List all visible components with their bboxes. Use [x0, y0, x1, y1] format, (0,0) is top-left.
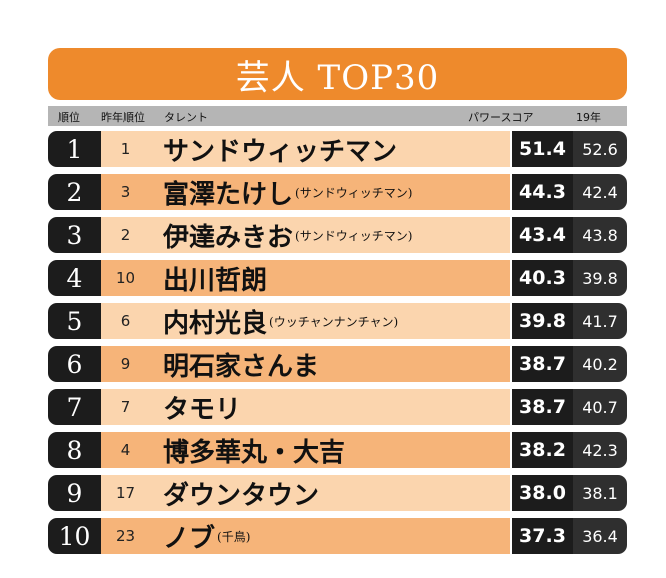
prev-rank-cell: 7 [101, 389, 150, 425]
rank-cell: 10 [48, 518, 101, 554]
rank-cell: 4 [48, 260, 101, 296]
table-row: 7 7 タモリ 38.7 40.7 [48, 389, 627, 425]
prev-score-cell: 43.8 [573, 217, 627, 253]
table-header: 順位 昨年順位 タレント パワースコア 19年 [48, 106, 627, 126]
rank-cell: 6 [48, 346, 101, 382]
talent-cell: ダウンタウン [150, 475, 510, 511]
talent-name: 出川哲朗 [163, 265, 268, 296]
table-row: 1 1 サンドウィッチマン 51.4 52.6 [48, 131, 627, 167]
rank-cell: 5 [48, 303, 101, 339]
talent-name: タモリ [163, 394, 242, 425]
prev-score-cell: 42.3 [573, 432, 627, 468]
table-row: 2 3 富澤たけし (サンドウィッチマン) 44.3 42.4 [48, 174, 627, 210]
talent-cell: 富澤たけし (サンドウィッチマン) [150, 174, 510, 210]
talent-cell: 出川哲朗 [150, 260, 510, 296]
table-row: 5 6 内村光良 (ウッチャンナンチャン) 39.8 41.7 [48, 303, 627, 339]
power-score-cell: 43.4 [512, 217, 573, 253]
talent-cell: サンドウィッチマン [150, 131, 510, 167]
prev-rank-cell: 6 [101, 303, 150, 339]
table-row: 3 2 伊達みきお (サンドウィッチマン) 43.4 43.8 [48, 217, 627, 253]
prev-rank-cell: 4 [101, 432, 150, 468]
prev-score-cell: 41.7 [573, 303, 627, 339]
prev-rank-cell: 1 [101, 131, 150, 167]
prev-rank-cell: 2 [101, 217, 150, 253]
talent-name: 伊達みきお [163, 222, 294, 253]
power-score-cell: 40.3 [512, 260, 573, 296]
header-prev-rank: 昨年順位 [101, 111, 145, 124]
talent-name: サンドウィッチマン [163, 136, 398, 167]
prev-rank-cell: 23 [101, 518, 150, 554]
power-score-cell: 38.7 [512, 346, 573, 382]
header-score: パワースコア [468, 111, 534, 124]
talent-cell: 博多華丸・大吉 [150, 432, 510, 468]
talent-name: 博多華丸・大吉 [163, 437, 346, 468]
table-row: 8 4 博多華丸・大吉 38.2 42.3 [48, 432, 627, 468]
power-score-cell: 38.7 [512, 389, 573, 425]
prev-rank-cell: 3 [101, 174, 150, 210]
talent-unit: (サンドウィッチマン) [295, 185, 413, 200]
header-prev-score: 19年 [576, 111, 601, 124]
prev-score-cell: 38.1 [573, 475, 627, 511]
power-score-cell: 37.3 [512, 518, 573, 554]
rank-cell: 7 [48, 389, 101, 425]
title-banner: 芸人 TOP30 [48, 48, 627, 100]
power-score-cell: 39.8 [512, 303, 573, 339]
prev-score-cell: 39.8 [573, 260, 627, 296]
power-score-cell: 38.0 [512, 475, 573, 511]
table-row: 9 17 ダウンタウン 38.0 38.1 [48, 475, 627, 511]
talent-cell: 伊達みきお (サンドウィッチマン) [150, 217, 510, 253]
rank-cell: 1 [48, 131, 101, 167]
talent-cell: タモリ [150, 389, 510, 425]
prev-rank-cell: 17 [101, 475, 150, 511]
header-talent: タレント [164, 111, 208, 124]
rank-cell: 9 [48, 475, 101, 511]
prev-rank-cell: 9 [101, 346, 150, 382]
prev-score-cell: 40.7 [573, 389, 627, 425]
talent-cell: 明石家さんま [150, 346, 510, 382]
rank-cell: 2 [48, 174, 101, 210]
table-row: 4 10 出川哲朗 40.3 39.8 [48, 260, 627, 296]
talent-cell: 内村光良 (ウッチャンナンチャン) [150, 303, 510, 339]
power-score-cell: 44.3 [512, 174, 573, 210]
talent-name: 内村光良 [163, 308, 268, 339]
talent-unit: (サンドウィッチマン) [295, 228, 413, 243]
prev-rank-cell: 10 [101, 260, 150, 296]
power-score-cell: 38.2 [512, 432, 573, 468]
talent-name: ノブ [163, 523, 216, 554]
talent-unit: (ウッチャンナンチャン) [269, 314, 399, 329]
prev-score-cell: 36.4 [573, 518, 627, 554]
rank-cell: 8 [48, 432, 101, 468]
table-row: 6 9 明石家さんま 38.7 40.2 [48, 346, 627, 382]
talent-name: 富澤たけし [163, 179, 294, 210]
talent-name: 明石家さんま [163, 351, 320, 382]
rank-cell: 3 [48, 217, 101, 253]
table-row: 10 23 ノブ (千鳥) 37.3 36.4 [48, 518, 627, 554]
power-score-cell: 51.4 [512, 131, 573, 167]
prev-score-cell: 40.2 [573, 346, 627, 382]
talent-cell: ノブ (千鳥) [150, 518, 510, 554]
prev-score-cell: 42.4 [573, 174, 627, 210]
prev-score-cell: 52.6 [573, 131, 627, 167]
talent-unit: (千鳥) [217, 529, 251, 544]
page-title: 芸人 TOP30 [235, 57, 440, 98]
header-rank: 順位 [58, 111, 80, 124]
talent-name: ダウンタウン [163, 480, 320, 511]
